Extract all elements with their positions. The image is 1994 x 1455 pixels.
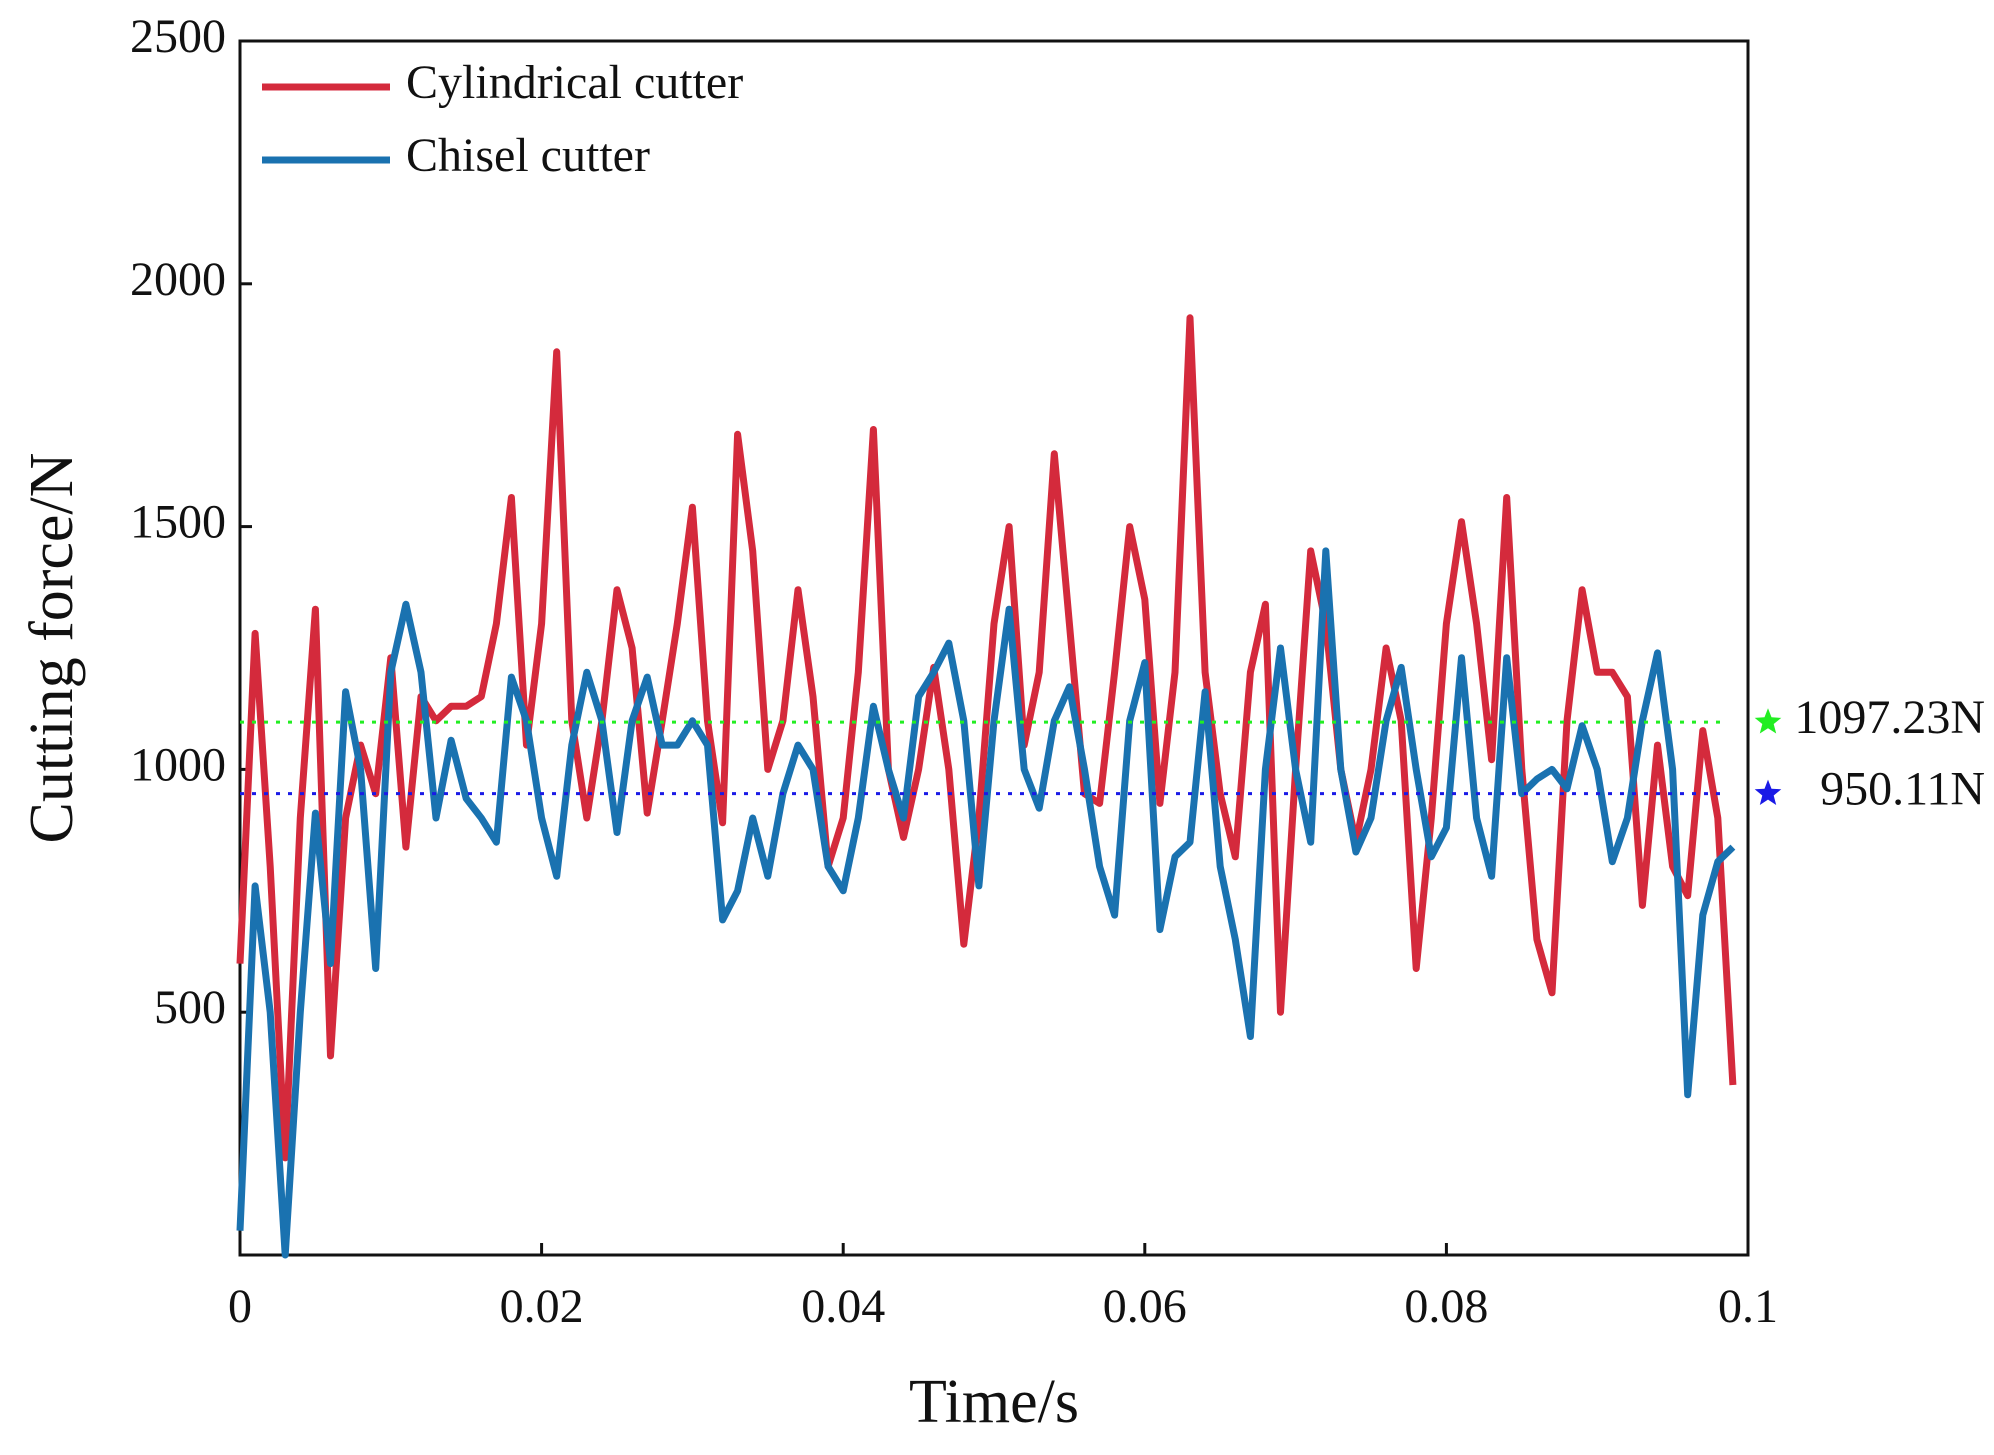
mean-star (1754, 708, 1782, 734)
legend-label: Cylindrical cutter (406, 56, 743, 109)
mean-star (1754, 779, 1782, 805)
y-tick-label: 1000 (130, 738, 226, 791)
mean-label: 1097.23N (1794, 691, 1985, 744)
y-tick-label: 2000 (130, 253, 226, 306)
y-axis-title: Cutting force/N (18, 453, 86, 844)
mean-label: 950.11N (1820, 763, 1985, 816)
y-tick-label: 1500 (130, 496, 226, 549)
legend-label: Chisel cutter (406, 129, 650, 182)
x-tick-label: 0.08 (1404, 1280, 1488, 1333)
x-tick-label: 0.1 (1718, 1280, 1778, 1333)
x-tick-label: 0.06 (1103, 1280, 1187, 1333)
y-tick-label: 500 (154, 981, 226, 1034)
y-tick-label: 2500 (130, 10, 226, 63)
data-line (236, 314, 1737, 1162)
x-tick-label: 0.04 (801, 1280, 885, 1333)
plot-frame (238, 39, 1750, 1257)
x-tick-label: 0 (228, 1280, 252, 1333)
x-tick-label: 0.02 (500, 1280, 584, 1333)
data-line (236, 547, 1736, 1259)
x-axis-title: Time/s (909, 1368, 1079, 1436)
